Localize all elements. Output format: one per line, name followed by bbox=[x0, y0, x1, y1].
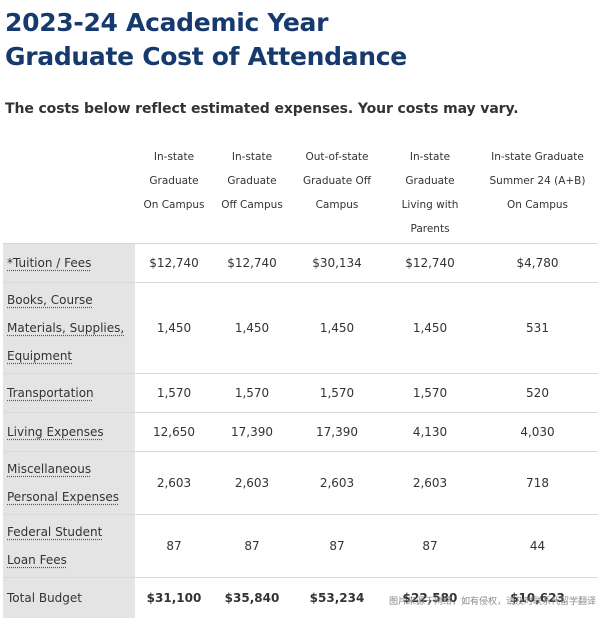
table-cell: 87 bbox=[213, 515, 291, 578]
row-label[interactable]: *Tuition / Fees bbox=[3, 244, 135, 283]
row-label: Total Budget bbox=[3, 578, 135, 618]
table-cell: 2,603 bbox=[213, 452, 291, 515]
table-row: Miscellaneous Personal Expenses 2,603 2,… bbox=[3, 452, 598, 515]
title-line-1: 2023-24 Academic Year bbox=[5, 8, 328, 37]
page-title: 2023-24 Academic Year Graduate Cost of A… bbox=[5, 6, 407, 74]
table-cell: $35,840 bbox=[213, 578, 291, 618]
table-cell: 17,390 bbox=[213, 413, 291, 452]
column-header: In-state Graduate Living with Parents bbox=[383, 143, 477, 244]
table-cell: $31,100 bbox=[135, 578, 213, 618]
table-cell: $4,780 bbox=[477, 244, 598, 283]
table-cell: $12,740 bbox=[383, 244, 477, 283]
row-label[interactable]: Miscellaneous Personal Expenses bbox=[3, 452, 135, 515]
table-cell: 4,030 bbox=[477, 413, 598, 452]
table-cell: 12,650 bbox=[135, 413, 213, 452]
table-cell: 1,570 bbox=[291, 374, 383, 413]
table-cell: $53,234 bbox=[291, 578, 383, 618]
table-cell: 718 bbox=[477, 452, 598, 515]
header-row: In-state Graduate On Campus In-state Gra… bbox=[3, 143, 598, 244]
row-label[interactable]: Books, Course Materials, Supplies, Equip… bbox=[3, 283, 135, 374]
table-cell: 1,450 bbox=[135, 283, 213, 374]
table-cell: 2,603 bbox=[383, 452, 477, 515]
table-cell: $12,740 bbox=[213, 244, 291, 283]
table-cell: 87 bbox=[291, 515, 383, 578]
title-line-2: Graduate Cost of Attendance bbox=[5, 42, 407, 71]
row-label[interactable]: Federal Student Loan Fees bbox=[3, 515, 135, 578]
table-cell: 1,570 bbox=[213, 374, 291, 413]
table-row: Living Expenses 12,650 17,390 17,390 4,1… bbox=[3, 413, 598, 452]
table-cell: 531 bbox=[477, 283, 598, 374]
table-cell: 87 bbox=[383, 515, 477, 578]
table-cell: 17,390 bbox=[291, 413, 383, 452]
header-corner bbox=[3, 143, 135, 244]
column-header: In-state Graduate On Campus bbox=[135, 143, 213, 244]
table-cell: $12,740 bbox=[135, 244, 213, 283]
page-subtitle: The costs below reflect estimated expens… bbox=[5, 101, 518, 117]
table-cell: 4,130 bbox=[383, 413, 477, 452]
table-row: Books, Course Materials, Supplies, Equip… bbox=[3, 283, 598, 374]
column-header: In-state Graduate Summer 24 (A+B) On Cam… bbox=[477, 143, 598, 244]
table-cell: 1,570 bbox=[135, 374, 213, 413]
table-cell: 520 bbox=[477, 374, 598, 413]
row-label[interactable]: Living Expenses bbox=[3, 413, 135, 452]
column-header: Out-of-state Graduate Off Campus bbox=[291, 143, 383, 244]
table-cell: 1,450 bbox=[213, 283, 291, 374]
table-cell: 2,603 bbox=[291, 452, 383, 515]
column-header: In-state Graduate Off Campus bbox=[213, 143, 291, 244]
watermark-text: 图片来源于网络，如有侵权，请及时联系代留学翻译 bbox=[389, 594, 596, 607]
row-label[interactable]: Transportation bbox=[3, 374, 135, 413]
table-cell: 1,450 bbox=[383, 283, 477, 374]
table-cell: 2,603 bbox=[135, 452, 213, 515]
table-cell: $30,134 bbox=[291, 244, 383, 283]
table-cell: 1,570 bbox=[383, 374, 477, 413]
table-row: Federal Student Loan Fees 87 87 87 87 44 bbox=[3, 515, 598, 578]
table-cell: 44 bbox=[477, 515, 598, 578]
table-row: Transportation 1,570 1,570 1,570 1,570 5… bbox=[3, 374, 598, 413]
table-cell: 87 bbox=[135, 515, 213, 578]
table-row: *Tuition / Fees $12,740 $12,740 $30,134 … bbox=[3, 244, 598, 283]
cost-of-attendance-table: In-state Graduate On Campus In-state Gra… bbox=[3, 143, 598, 618]
table-cell: 1,450 bbox=[291, 283, 383, 374]
